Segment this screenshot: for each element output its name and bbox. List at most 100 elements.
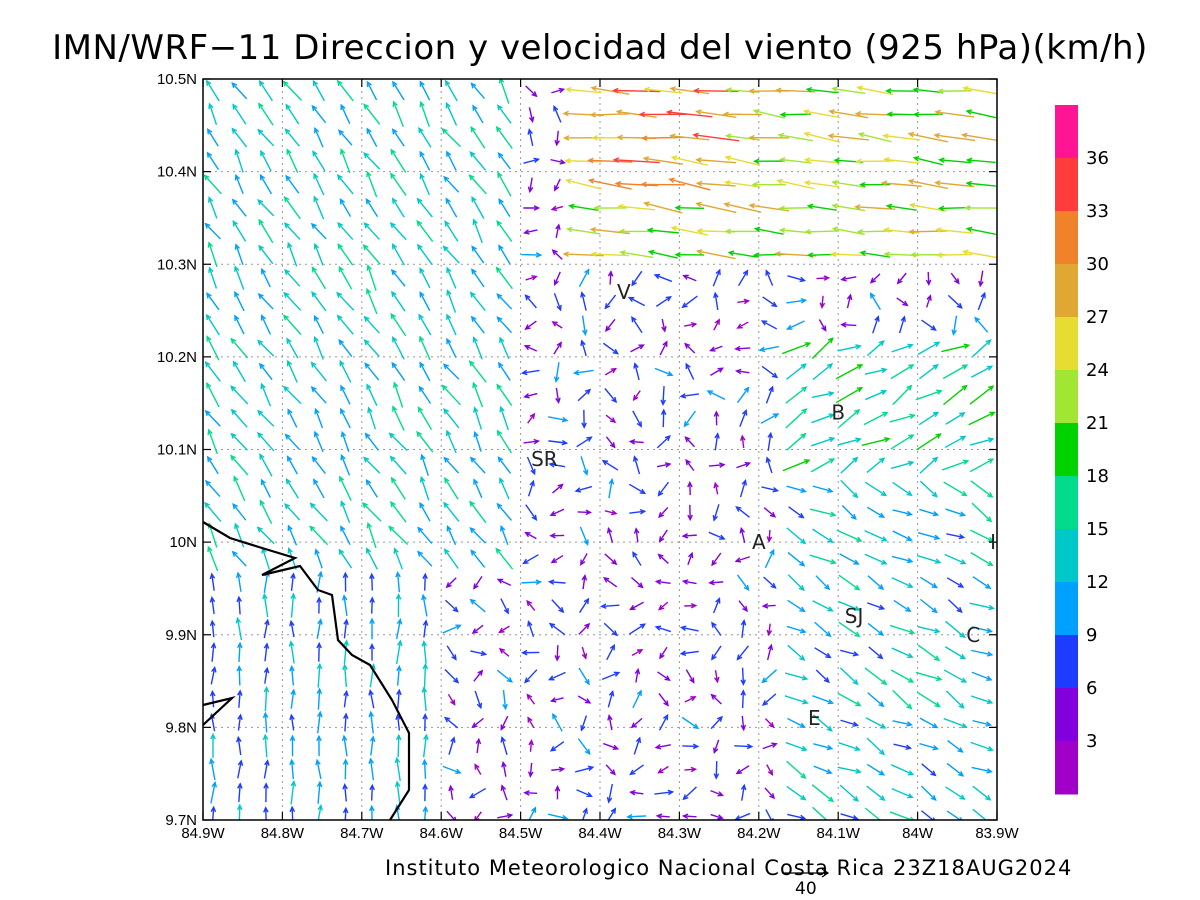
wind-arrow xyxy=(395,570,401,593)
wind-arrow xyxy=(819,295,826,309)
wind-arrow xyxy=(499,524,509,546)
wind-arrow xyxy=(262,733,269,758)
wind-arrow xyxy=(336,79,354,102)
wind-arrow xyxy=(237,689,243,708)
x-tick-label: 84.3W xyxy=(658,825,702,842)
wind-arrow xyxy=(495,547,514,570)
wind-arrow xyxy=(470,315,485,334)
wind-arrow xyxy=(286,455,298,475)
wind-arrow xyxy=(421,593,428,617)
wind-arrow xyxy=(526,456,536,476)
wind-arrow xyxy=(207,545,219,572)
wind-arrow xyxy=(812,600,834,612)
wind-arrow xyxy=(418,126,432,148)
wind-arrow xyxy=(501,760,507,777)
wind-arrow xyxy=(960,132,997,142)
wind-arrow xyxy=(810,436,836,447)
wind-arrow xyxy=(918,411,940,426)
wind-arrow xyxy=(446,337,457,358)
coastline-peninsula xyxy=(202,695,236,726)
wind-arrow xyxy=(606,783,613,804)
wind-arrow xyxy=(604,509,618,516)
wind-arrow xyxy=(682,786,697,801)
wind-arrow xyxy=(206,335,220,361)
wind-arrow xyxy=(867,602,886,610)
wind-arrow xyxy=(365,478,378,498)
wind-arrow xyxy=(311,455,326,475)
x-tick-label: 84.7W xyxy=(340,825,384,842)
wind-arrow xyxy=(831,86,866,95)
wind-arrow xyxy=(313,242,324,266)
wind-arrow xyxy=(883,227,920,234)
wind-arrow xyxy=(803,131,841,143)
wind-arrow xyxy=(813,765,833,775)
wind-arrow xyxy=(970,695,994,705)
wind-arrow xyxy=(234,265,245,290)
wind-arrow xyxy=(416,243,433,265)
wind-arrow xyxy=(908,202,947,212)
wind-arrow xyxy=(777,132,813,142)
wind-arrow xyxy=(391,128,405,147)
wind-arrow xyxy=(496,316,513,334)
wind-arrow xyxy=(340,500,351,524)
wind-arrow xyxy=(210,666,217,685)
wind-arrow xyxy=(605,436,616,449)
wind-arrow xyxy=(527,620,535,637)
wind-arrow xyxy=(263,642,270,662)
wind-arrow xyxy=(727,250,757,258)
wind-arrow xyxy=(815,669,830,684)
wind-arrow xyxy=(550,554,564,564)
wind-arrow xyxy=(658,693,669,707)
wind-arrow xyxy=(312,79,326,102)
wind-arrow xyxy=(283,222,301,240)
wind-arrow xyxy=(285,478,299,499)
wind-arrow xyxy=(654,579,671,585)
wind-arrow xyxy=(837,692,862,707)
x-tick-label: 84.6W xyxy=(420,825,464,842)
wind-arrow xyxy=(473,406,483,430)
wind-arrow xyxy=(313,430,324,453)
wind-arrow xyxy=(576,789,593,798)
wind-arrow xyxy=(419,501,431,522)
wind-arrow xyxy=(316,687,323,710)
wind-arrow xyxy=(946,533,966,540)
wind-arrow xyxy=(521,649,540,656)
wind-arrow xyxy=(234,290,245,312)
colorbar-label: 21 xyxy=(1086,413,1109,434)
wind-arrow xyxy=(892,481,913,497)
reference-vector-label: 40 xyxy=(795,879,817,899)
wind-arrow xyxy=(392,100,404,128)
wind-arrow xyxy=(943,384,968,406)
wind-arrow xyxy=(418,385,432,404)
wind-arrow xyxy=(629,764,644,776)
wind-arrow xyxy=(230,385,249,405)
wind-arrow xyxy=(867,622,885,636)
wind-arrow xyxy=(206,292,220,311)
wind-arrow xyxy=(787,813,807,820)
wind-arrow xyxy=(978,270,984,288)
wind-arrow xyxy=(683,410,697,428)
wind-arrow xyxy=(740,783,747,801)
wind-arrow xyxy=(786,320,805,330)
wind-arrow xyxy=(315,758,322,780)
wind-arrow xyxy=(965,109,997,119)
wind-arrow xyxy=(441,384,461,406)
wind-arrow xyxy=(679,393,700,399)
wind-arrow xyxy=(916,554,942,564)
wind-arrow xyxy=(500,784,508,801)
wind-arrow xyxy=(469,598,486,613)
wind-arrow xyxy=(816,275,831,281)
wind-arrow xyxy=(646,227,679,234)
wind-arrow xyxy=(284,503,301,521)
wind-arrow xyxy=(866,785,886,801)
wind-arrow xyxy=(446,313,457,336)
wind-arrow xyxy=(892,509,913,517)
wind-arrow xyxy=(835,387,864,404)
wind-arrow xyxy=(619,250,654,259)
wind-arrow xyxy=(863,411,889,426)
wind-map: 84.9W 84.8W 84.7W 84.6W 84.5W 84.4W 84.3W 84.2W… xyxy=(157,71,1020,842)
wind-arrow xyxy=(965,157,996,164)
wind-arrow xyxy=(230,454,249,476)
wind-arrow xyxy=(612,87,661,94)
wind-arrow xyxy=(654,367,674,377)
